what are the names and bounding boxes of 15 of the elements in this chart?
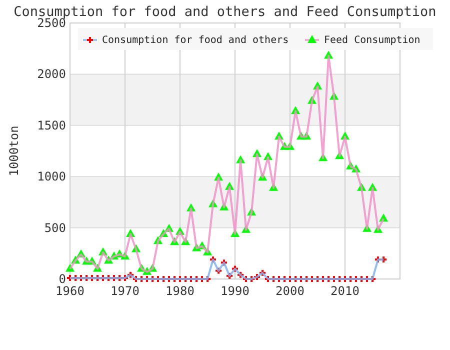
y-axis-title: 1000ton (7, 126, 21, 176)
x-tick-label: 1960 (56, 284, 84, 298)
x-tick-label: 2000 (276, 284, 304, 298)
x-tick-label: 1980 (166, 284, 194, 298)
y-tick-label: 500 (44, 220, 66, 235)
legend-label: Feed Consumption (324, 35, 420, 46)
y-tick-label: 1000 (37, 170, 66, 184)
x-tick-label: 1970 (110, 284, 140, 298)
x-tick-label: 1990 (220, 284, 250, 298)
y-tick-label: 0 (58, 272, 66, 286)
legend-label: Consumption for food and others (102, 35, 289, 46)
chart-title: Consumption for food and others and Feed Consumption (14, 4, 436, 20)
y-tick-label: 2000 (37, 67, 66, 82)
y-tick-label: 1500 (37, 118, 66, 132)
x-tick-label: 2010 (330, 284, 360, 298)
